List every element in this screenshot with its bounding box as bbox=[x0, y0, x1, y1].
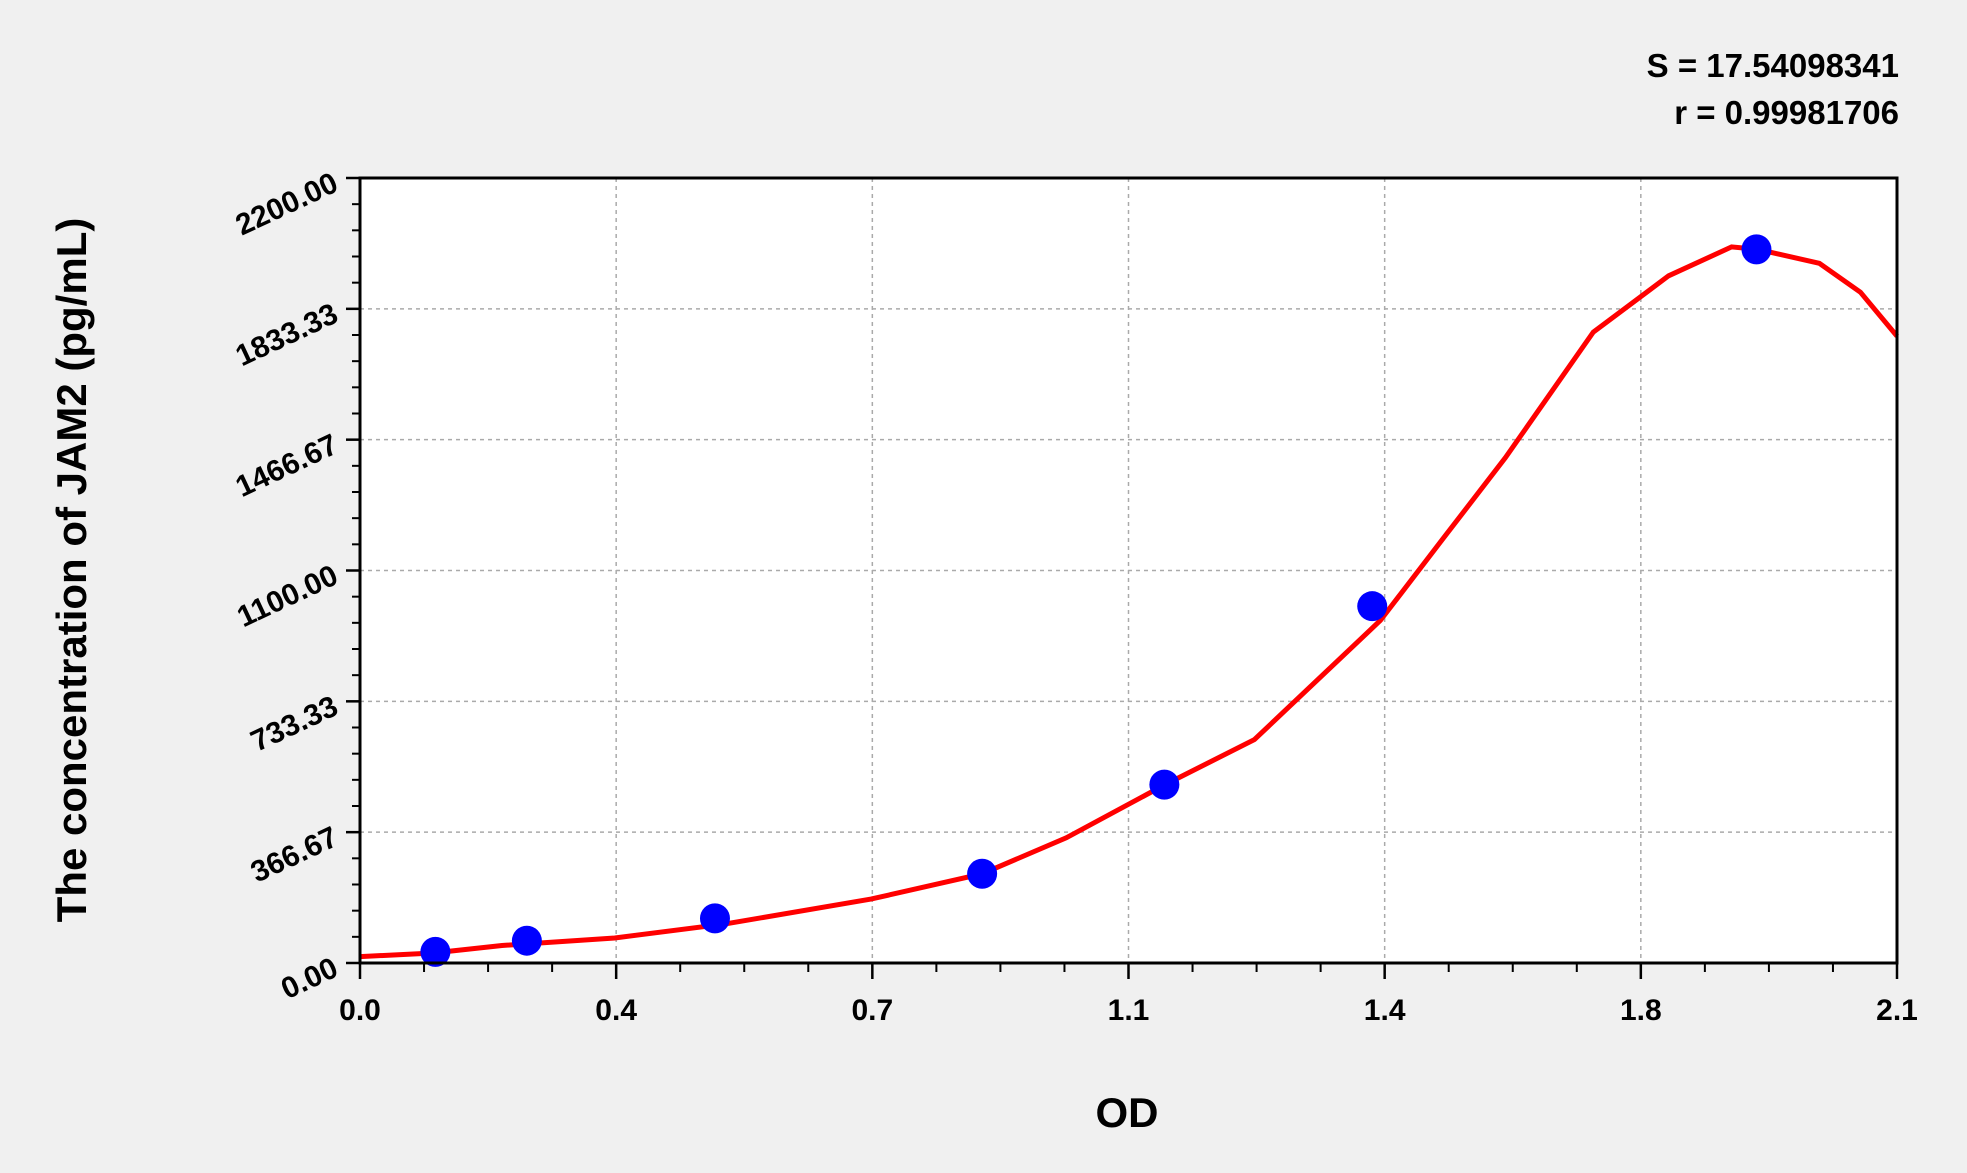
data-point bbox=[1357, 591, 1388, 622]
s-annotation: S = 17.54098341 bbox=[1647, 47, 1899, 84]
x-tick-label: 0.0 bbox=[339, 994, 381, 1027]
r-annotation: r = 0.99981706 bbox=[1674, 94, 1899, 131]
y-tick-label: 0.00 bbox=[276, 951, 343, 1006]
grid bbox=[360, 178, 1897, 963]
y-tick-label: 1466.67 bbox=[231, 428, 343, 504]
x-tick-label: 0.7 bbox=[851, 994, 893, 1027]
data-point bbox=[967, 858, 998, 889]
y-tick-label: 366.67 bbox=[246, 821, 343, 890]
x-tick-label: 2.1 bbox=[1876, 994, 1918, 1027]
x-tick-labels: 0.0 0.4 0.7 1.1 1.4 1.8 2.1 bbox=[339, 994, 1918, 1027]
x-tick-label: 1.4 bbox=[1364, 994, 1406, 1027]
plot-frame bbox=[358, 176, 1899, 965]
data-points bbox=[420, 234, 1772, 967]
y-tick-labels: 0.00 366.67 733.33 1100.00 1466.67 1833.33 220… bbox=[231, 166, 343, 1006]
data-point bbox=[1149, 769, 1180, 800]
data-point bbox=[420, 936, 451, 967]
x-tick-label: 0.4 bbox=[595, 994, 637, 1027]
y-axis-label: The concentration of JAM2 (pg/mL) bbox=[48, 218, 95, 923]
y-tick-label: 2200.00 bbox=[231, 166, 343, 242]
y-tick-label: 1833.33 bbox=[231, 297, 343, 373]
data-point bbox=[511, 925, 542, 956]
x-axis-label: OD bbox=[1096, 1089, 1159, 1136]
y-tick-label: 733.33 bbox=[246, 690, 343, 759]
y-tick-label: 1100.00 bbox=[232, 559, 343, 634]
data-point bbox=[1741, 234, 1772, 265]
x-tick-label: 1.1 bbox=[1108, 994, 1150, 1027]
x-tick-label: 1.8 bbox=[1620, 994, 1662, 1027]
data-point bbox=[699, 903, 730, 934]
